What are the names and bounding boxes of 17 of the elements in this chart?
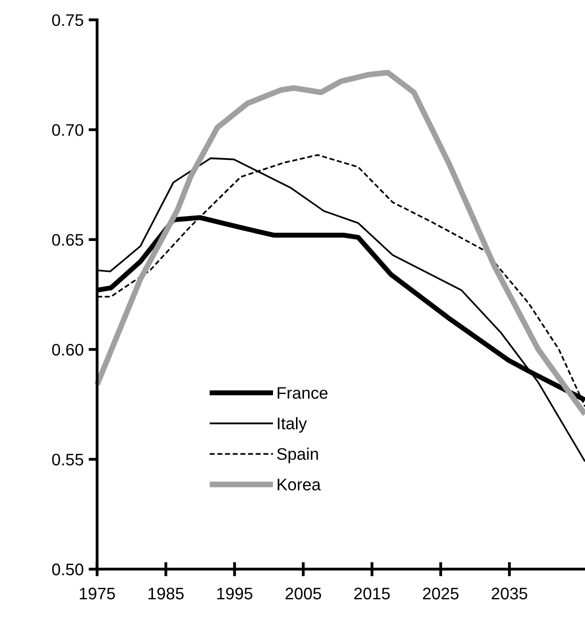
legend-label: Italy [278,417,307,433]
x-tick-label: 2025 [422,588,459,600]
x-tick-label: 1995 [217,588,252,600]
x-tick-label: 1985 [148,588,184,600]
y-tick-label: 0.50 [52,564,84,576]
x-tick-label: 2035 [492,588,528,600]
legend-label: Korea [278,478,321,490]
legend-label: Spain [277,448,318,464]
x-tick-label: 1975 [80,588,115,600]
legend-label: France [278,387,328,399]
x-tick-label: 2005 [286,588,322,600]
y-tick-label: 0.65 [52,234,84,246]
y-tick-label: 0.75 [52,14,84,26]
y-tick-label: 0.70 [52,124,84,136]
x-tick-label: 2015 [354,588,390,600]
y-tick-label: 0.60 [52,344,84,356]
y-tick-label: 0.55 [52,454,84,466]
